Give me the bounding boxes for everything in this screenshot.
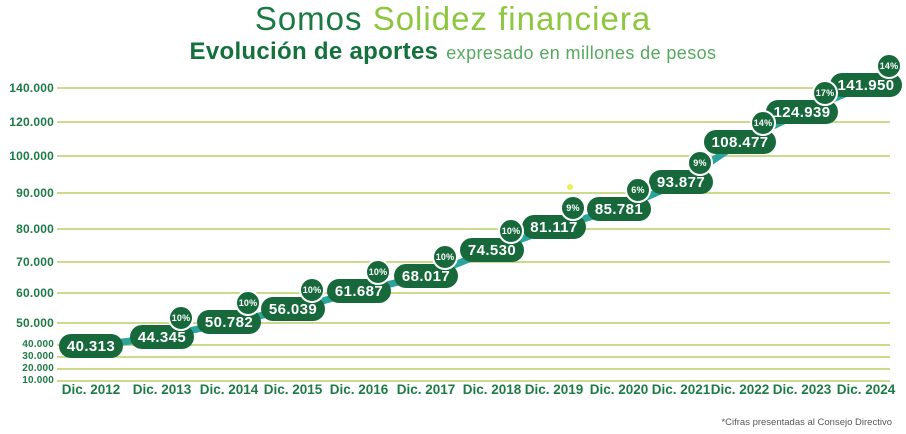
page-title: Somos Solidez financiera	[0, 0, 906, 38]
growth-badge: 10%	[365, 259, 391, 285]
y-axis-label: 60.000	[16, 286, 54, 300]
y-axis-label: 50.000	[16, 316, 54, 330]
x-axis-label: Dic. 2014	[199, 382, 259, 397]
growth-badge: 17%	[812, 80, 838, 106]
x-axis-label: Dic. 2024	[836, 382, 896, 397]
growth-badge: 10%	[432, 244, 458, 270]
x-axis-label: Dic. 2017	[396, 382, 456, 397]
yellow-dot	[567, 184, 573, 190]
x-axis-label: Dic. 2016	[329, 382, 389, 397]
y-axis-label: 40.000	[22, 339, 54, 350]
y-axis-label: 100.000	[9, 149, 54, 163]
growth-badge: 10%	[498, 218, 524, 244]
y-axis-label: 140.000	[9, 81, 54, 95]
growth-badge: 14%	[876, 53, 902, 79]
x-axis-label: Dic. 2021	[651, 382, 711, 397]
x-axis-label: Dic. 2020	[589, 382, 649, 397]
x-axis-label: Dic. 2019	[524, 382, 584, 397]
x-axis-label: Dic. 2023	[772, 382, 832, 397]
x-axis-label: Dic. 2013	[132, 382, 192, 397]
subtitle-bold-text: Evolución de aportes	[189, 38, 439, 65]
x-axis-label: Dic. 2022	[710, 382, 770, 397]
value-pill: 141.950	[830, 73, 902, 97]
growth-badge: 14%	[750, 110, 776, 136]
x-axis-label: Dic. 2015	[263, 382, 323, 397]
y-axis-label: 30.000	[22, 351, 54, 362]
value-pill: 40.313	[59, 334, 123, 358]
y-axis-label: 70.000	[16, 255, 54, 269]
footnote: *Cifras presentadas al Consejo Directivo	[721, 417, 892, 428]
value-pill: 50.782	[197, 310, 261, 334]
value-pill: 93.877	[649, 170, 713, 194]
growth-badge: 10%	[299, 277, 325, 303]
growth-badge: 9%	[687, 150, 713, 176]
value-pill: 85.781	[587, 197, 651, 221]
x-axis-label: Dic. 2018	[462, 382, 522, 397]
growth-badge: 6%	[625, 177, 651, 203]
x-axis-label: Dic. 2012	[61, 382, 121, 397]
y-axis-label: 80.000	[16, 222, 54, 236]
subtitle-light-text: expresado en millones de pesos	[446, 43, 717, 63]
y-axis-label: 120.000	[9, 115, 54, 129]
title-part-solidez: Solidez financiera	[372, 0, 652, 37]
growth-badge: 10%	[168, 305, 194, 331]
y-axis-label: 90.000	[16, 186, 54, 200]
y-axis-label: 10.000	[22, 375, 54, 386]
value-pill: 56.039	[261, 297, 325, 321]
chart-subtitle: Evolución de aportes expresado en millone…	[0, 38, 906, 69]
y-axis-label: 20.000	[22, 363, 54, 374]
growth-badge: 10%	[235, 290, 261, 316]
title-part-somos: Somos	[254, 0, 373, 37]
growth-badge: 9%	[560, 195, 586, 221]
